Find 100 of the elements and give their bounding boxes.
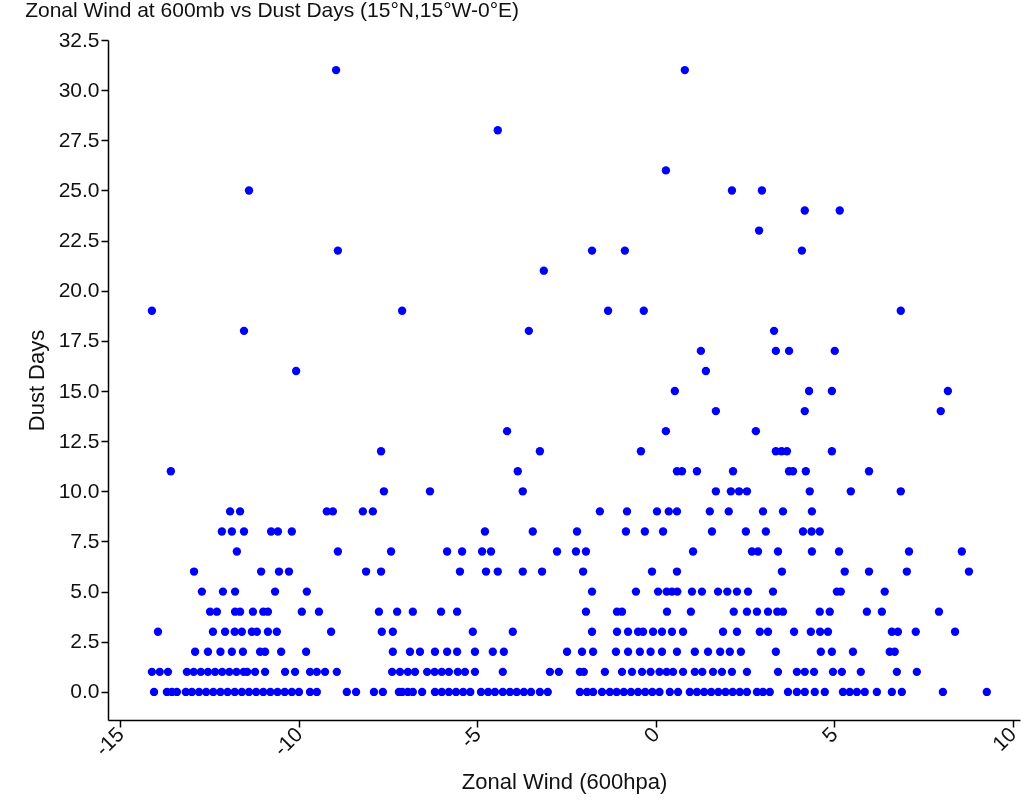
point [778,507,788,516]
point [724,507,733,516]
point [452,647,462,656]
point [376,567,386,576]
point [225,507,235,516]
point [667,627,677,636]
point [239,326,249,336]
point [827,647,837,656]
point [588,647,598,656]
point [732,627,742,636]
point [835,206,844,215]
point [272,627,282,636]
point [227,527,237,536]
point [743,587,753,596]
point [452,607,462,616]
point [481,567,491,576]
point [468,627,477,636]
point [896,306,905,315]
point [840,567,849,576]
x-axis-title: Zonal Wind (600hpa) [461,769,668,795]
point [227,647,237,656]
point [333,547,343,556]
point [692,467,702,476]
point [436,607,446,616]
point [957,547,966,556]
point [807,507,817,516]
point [457,547,467,556]
point [800,206,809,215]
point [678,627,688,636]
point [825,607,834,616]
point [723,587,732,596]
point [508,627,517,636]
point [732,587,742,596]
point [728,467,738,476]
point [581,607,591,616]
point [153,627,163,636]
point [904,547,914,556]
point [376,447,386,456]
point [513,467,522,476]
point [499,647,509,656]
point [595,507,605,516]
point [425,487,435,496]
point [652,507,662,516]
point [611,647,621,656]
point [801,467,811,476]
point [578,567,588,576]
point [620,246,630,255]
point [911,627,920,636]
point [274,567,284,576]
point [727,186,737,195]
point [758,507,768,516]
x-tick-label: 0 [638,722,664,747]
point [408,607,418,616]
point [368,507,378,516]
point [623,627,633,636]
point [686,607,696,616]
point [622,507,632,516]
point [864,567,874,576]
x-tick-label: 5 [817,722,842,747]
point [392,607,402,616]
point [696,346,706,356]
point [707,527,717,536]
point [205,607,215,616]
point [752,607,762,616]
point [301,647,311,656]
point [648,627,658,636]
point [736,647,746,656]
y-tick-label: 10.0 [58,478,100,502]
point [493,567,502,576]
point [631,587,641,596]
point [415,647,425,656]
point [761,527,771,536]
point [896,487,905,496]
point [754,226,764,235]
point [518,487,527,496]
point [386,547,396,556]
point [757,186,767,195]
point [189,567,199,576]
point [442,647,452,656]
point [284,567,294,576]
point [805,487,814,496]
y-tick-label: 2.5 [70,629,100,653]
point [377,627,386,636]
point [864,467,874,476]
point [771,346,781,356]
point [827,447,837,456]
point [486,547,496,556]
point [612,627,622,636]
point [208,627,218,636]
point [690,647,699,656]
point [877,607,887,616]
point [816,647,826,656]
point [672,507,682,516]
point [302,587,311,596]
y-tick-label: 12.5 [58,428,100,452]
point [798,527,808,536]
point [388,627,398,636]
point [768,587,778,596]
point [430,647,440,656]
point [147,306,157,315]
